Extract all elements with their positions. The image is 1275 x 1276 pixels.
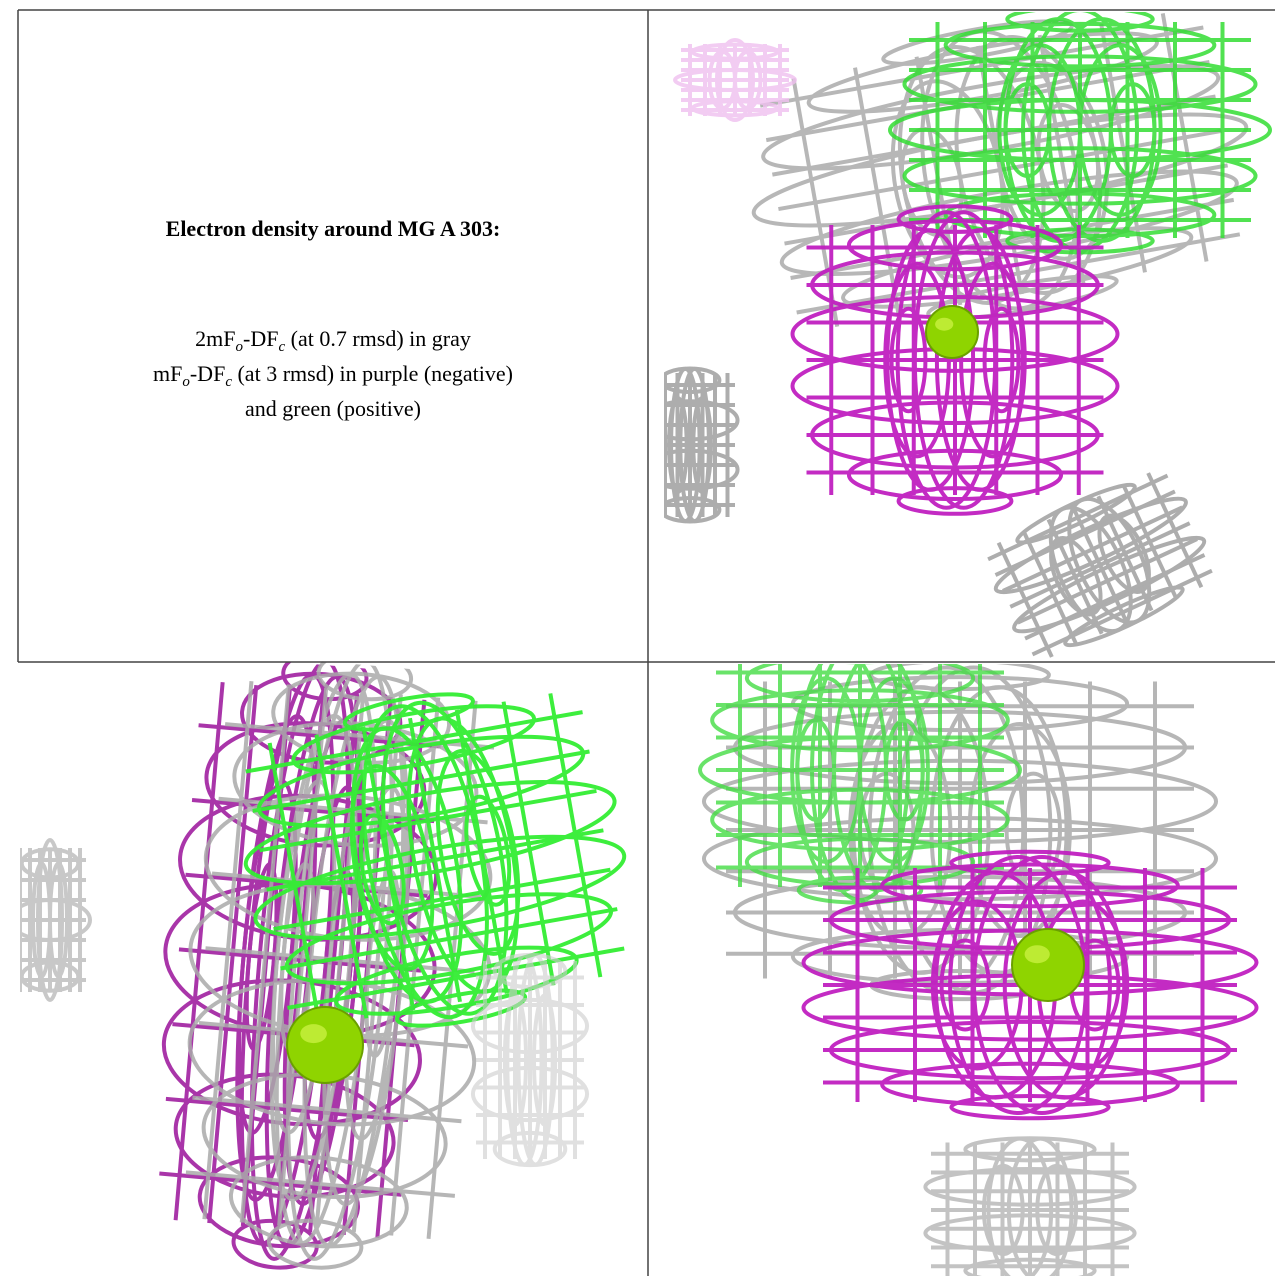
mg-ion bbox=[925, 305, 979, 359]
wire-mesh bbox=[888, 12, 1272, 255]
mesh-bar bbox=[280, 907, 618, 971]
caption-text: -DF bbox=[243, 326, 278, 351]
mesh-bar bbox=[1031, 568, 1213, 657]
table-borders bbox=[17, 9, 1275, 1276]
mesh-bar bbox=[287, 946, 625, 1010]
mesh-bar bbox=[185, 1170, 456, 1198]
wire-mesh bbox=[801, 849, 1259, 1121]
mesh-bar bbox=[790, 197, 1235, 280]
mg-highlight bbox=[935, 317, 954, 331]
mesh-bar bbox=[351, 694, 403, 1233]
mesh-bar bbox=[454, 709, 509, 994]
mesh-bar bbox=[1016, 537, 1198, 625]
mesh-bar bbox=[1146, 472, 1204, 589]
subscript: o bbox=[182, 374, 190, 390]
caption-text: mF bbox=[153, 361, 182, 386]
mesh-bar bbox=[501, 701, 556, 986]
wire-mesh bbox=[673, 38, 797, 122]
wire-mesh bbox=[243, 692, 627, 1028]
mesh-bar bbox=[1121, 483, 1179, 600]
mesh-bar bbox=[778, 128, 1222, 212]
caption-line: mFo-DFc (at 3 rmsd) in purple (negative) bbox=[153, 361, 513, 390]
mg-ion bbox=[286, 1006, 364, 1084]
caption-text: 2mF bbox=[195, 326, 235, 351]
wire-mesh bbox=[698, 664, 1022, 905]
subscript: c bbox=[278, 339, 285, 355]
mesh-ring bbox=[845, 664, 875, 665]
mesh-bar bbox=[273, 867, 611, 932]
wire-mesh bbox=[923, 1136, 1137, 1276]
caption-title: Electron density around MG A 303: bbox=[166, 216, 501, 241]
mg-highlight bbox=[300, 1024, 327, 1044]
mesh-bar bbox=[1024, 553, 1206, 641]
density-meshes bbox=[20, 12, 1272, 1276]
caption-line: 2mFo-DFc (at 0.7 rmsd) in gray bbox=[195, 326, 471, 355]
caption-text: (at 3 rmsd) in purple (negative) bbox=[232, 361, 513, 386]
subscript: c bbox=[225, 374, 232, 390]
mesh-bar bbox=[1009, 521, 1191, 609]
wire-mesh bbox=[20, 838, 92, 1002]
subscript: o bbox=[236, 339, 244, 355]
mg-highlight bbox=[1024, 945, 1050, 964]
mesh-bar bbox=[266, 828, 604, 892]
mesh-bar bbox=[192, 1095, 462, 1124]
caption-line: and green (positive) bbox=[245, 396, 421, 421]
wire-mesh bbox=[470, 952, 590, 1168]
caption-text: (at 0.7 rmsd) in gray bbox=[285, 326, 471, 351]
mesh-bar bbox=[1096, 495, 1154, 612]
caption-text: -DF bbox=[190, 361, 225, 386]
mg-ion bbox=[1011, 928, 1085, 1002]
mesh-bar bbox=[308, 693, 360, 1233]
wire-mesh bbox=[790, 204, 1120, 516]
wire-mesh bbox=[751, 13, 1249, 327]
mesh-bar bbox=[178, 947, 422, 973]
wire-mesh bbox=[987, 472, 1213, 658]
mesh-bar bbox=[548, 693, 603, 978]
caption-text: and green (positive) bbox=[245, 396, 421, 421]
wire-mesh bbox=[664, 366, 740, 524]
